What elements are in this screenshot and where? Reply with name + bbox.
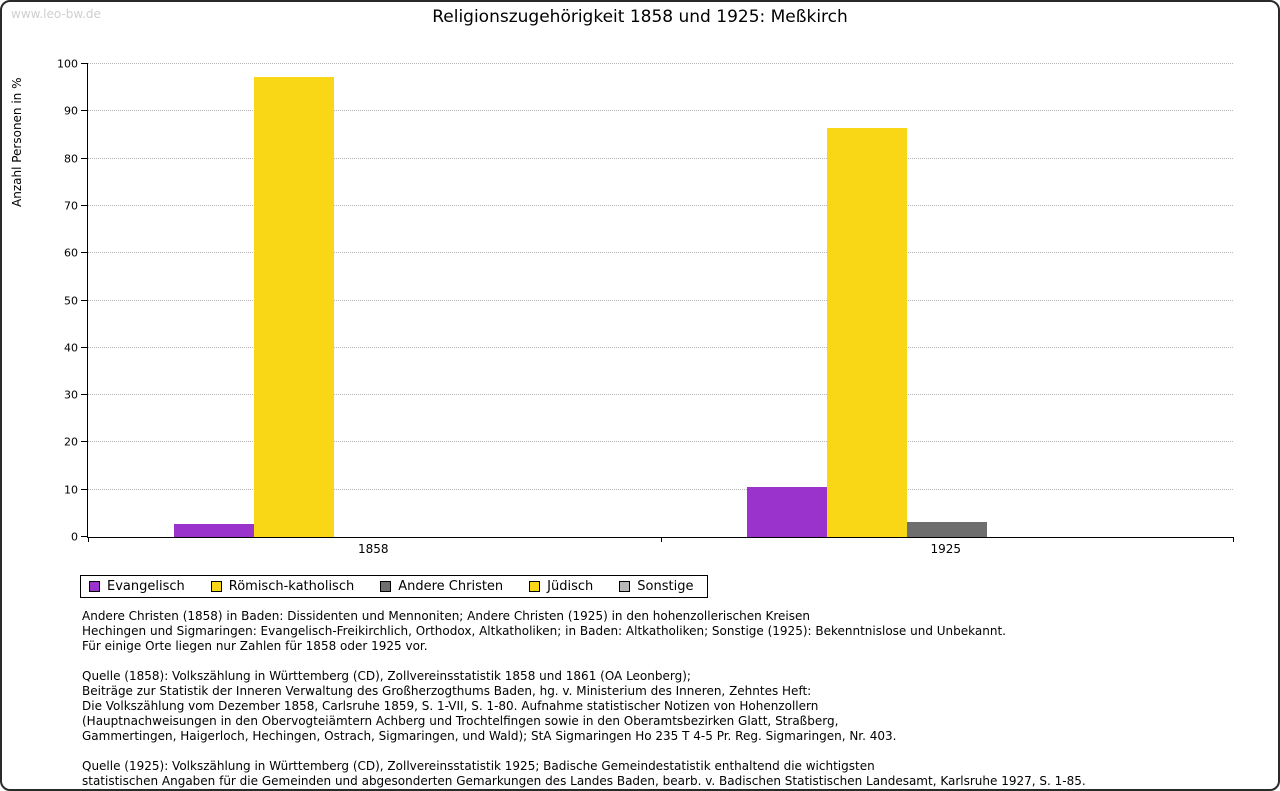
legend-swatch-juedisch [529,581,541,592]
gridline [88,299,1233,301]
legend-label-andere-christen: Andere Christen [398,579,504,594]
y-tick-label: 30 [64,388,78,402]
y-tick-label: 40 [64,341,78,355]
y-tick-mark [81,252,88,254]
y-tick-label: 80 [64,152,78,166]
y-tick-label: 60 [64,246,78,260]
legend-swatch-evangelisch [89,581,100,592]
y-tick-mark [81,204,88,206]
note-line: Hechingen und Sigmaringen: Evangelisch-F… [82,624,1006,639]
legend-swatch-roemisch-katholisch [210,581,222,592]
y-tick-mark [81,536,88,537]
legend-swatch-andere-christen [380,581,392,592]
gridline [88,63,1233,64]
y-tick-mark [81,157,88,159]
note-line: Quelle (1925): Volkszählung in Württembe… [82,758,875,773]
gridline [88,252,1233,254]
y-tick-mark [81,63,88,64]
y-tick-label: 50 [64,294,78,307]
legend: Evangelisch Römisch-katholisch Andere Ch… [80,575,709,598]
x-axis-labels: 1858 1925 [87,542,1232,558]
y-tick-mark [81,110,88,112]
gridline [88,488,1233,490]
chart-title: Religionszugehörigkeit 1858 und 1925: Me… [432,7,848,27]
gridline [88,346,1233,348]
legend-item-roemisch-katholisch: Römisch-katholisch [210,579,355,594]
legend-label-juedisch: Jüdisch [547,579,594,594]
note-line: Die Volkszählung vom Dezember 1858, Carl… [82,699,819,714]
y-tick-label: 70 [64,199,78,213]
bar-1925-Römisch-katholisch [826,128,907,537]
bar-1858-Evangelisch [174,524,255,537]
y-tick-mark [81,488,88,490]
bar-1925-Andere Christen [906,522,987,537]
bar-1925-Evangelisch [746,487,827,537]
note-source-1925: Quelle (1925): Volkszählung in Württembe… [82,759,1232,789]
legend-label-sonstige: Sonstige [637,579,694,594]
y-tick-label: 100 [57,57,78,71]
plot-area [81,63,1234,542]
legend-item-evangelisch: Evangelisch [89,579,185,594]
y-tick-mark [81,299,88,301]
y-tick-label: 0 [71,530,78,544]
y-tick-mark [81,441,88,443]
x-tick-mark [88,537,89,542]
x-tick-label: 1858 [357,542,389,556]
gridline [88,441,1233,443]
note-line: Andere Christen (1858) in Baden: Disside… [82,609,810,623]
legend-item-sonstige: Sonstige [619,579,693,594]
legend-label-roemisch-katholisch: Römisch-katholisch [228,579,355,594]
y-tick-mark [81,394,88,396]
note-line: Gammertingen, Haigerloch, Hechingen, Ost… [82,729,897,744]
note-line: Quelle (1858): Volkszählung in Württembe… [82,668,691,683]
y-tick-label: 20 [64,435,78,449]
bar-1858-Römisch-katholisch [254,76,335,537]
gridline [88,394,1233,396]
gridline [88,157,1233,159]
legend-item-juedisch: Jüdisch [529,579,593,594]
x-tick-label: 1925 [930,542,962,556]
note-line: Beiträge zur Statistik der Inneren Verwa… [82,683,812,698]
gridline [88,204,1233,206]
y-axis-ticks: 0 10 20 30 40 50 60 70 80 90 100 [2,58,78,544]
note-definitions: Andere Christen (1858) in Baden: Disside… [82,609,1232,655]
note-line: (Hauptnachweisungen in den Obervogteiämt… [82,714,839,729]
y-tick-label: 10 [64,483,78,497]
legend-label-evangelisch: Evangelisch [107,579,185,594]
legend-swatch-sonstige [619,581,631,592]
y-tick-mark [81,346,88,348]
watermark: www.leo-bw.de [11,7,101,21]
note-source-1858: Quelle (1858): Volkszählung in Württembe… [82,669,1232,745]
x-tick-mark [1233,537,1234,542]
legend-item-andere-christen: Andere Christen [380,579,503,594]
y-tick-label: 90 [64,104,78,118]
x-tick-mark [660,537,662,542]
gridline [88,110,1233,112]
note-line: statistischen Angaben für die Gemeinden … [82,773,1086,788]
note-line: Für einige Orte liegen nur Zahlen für 18… [82,639,428,654]
footnotes: Andere Christen (1858) in Baden: Disside… [82,609,1232,789]
